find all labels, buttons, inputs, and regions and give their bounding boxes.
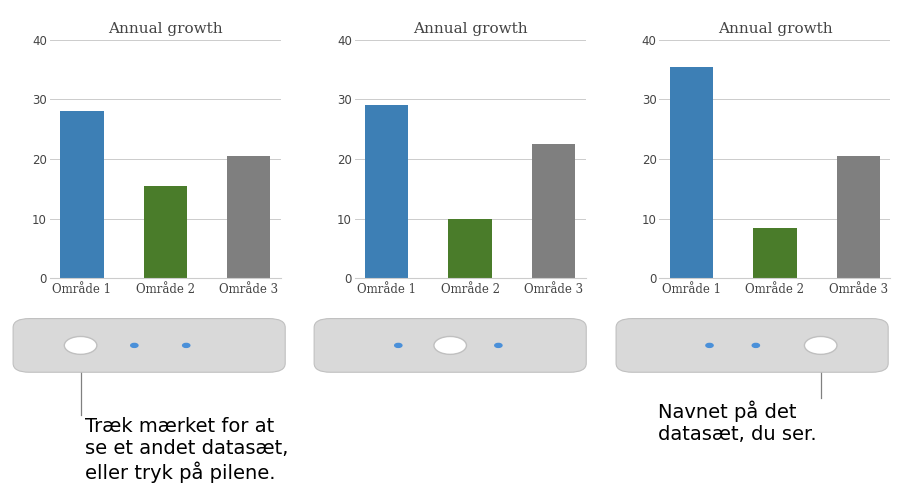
Text: Navnet på det
datasæt, du ser.: Navnet på det datasæt, du ser. (657, 400, 815, 444)
Bar (531, 144, 574, 278)
Bar (227, 156, 270, 278)
Text: Træk mærket for at
se et andet datasæt,
eller tryk på pilene.: Træk mærket for at se et andet datasæt, … (85, 417, 288, 484)
Text: 2014: 2014 (452, 355, 487, 369)
Bar (669, 67, 712, 278)
Title: Annual growth: Annual growth (413, 22, 526, 36)
Bar (144, 186, 187, 278)
Text: 2015: 2015 (757, 355, 792, 369)
Bar (448, 219, 491, 278)
Bar (365, 105, 408, 278)
Title: Annual growth: Annual growth (107, 22, 222, 36)
Title: Annual growth: Annual growth (717, 22, 832, 36)
Bar (752, 228, 796, 278)
Text: 2013: 2013 (147, 355, 182, 369)
Bar (835, 156, 879, 278)
Bar (61, 111, 104, 278)
